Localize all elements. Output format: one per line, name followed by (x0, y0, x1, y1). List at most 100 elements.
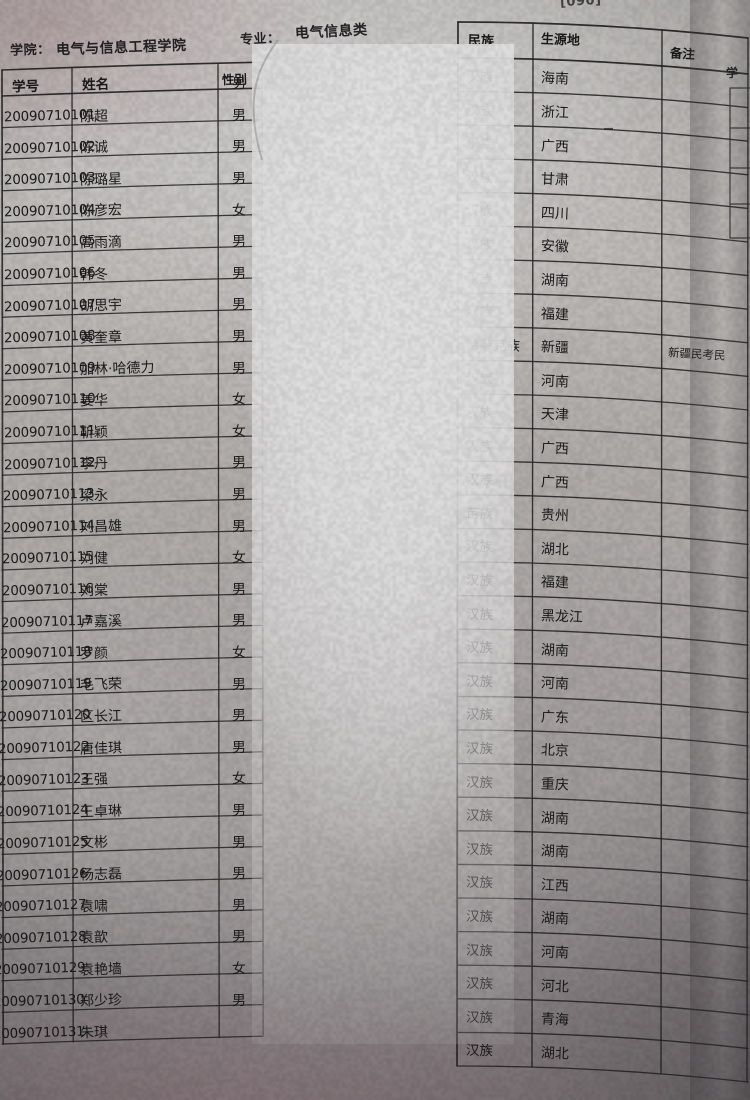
cell-gender: 男 (232, 294, 247, 314)
color-cast-overlay (0, 0, 750, 1100)
cell-gender: 男 (232, 610, 247, 630)
cell-ethnicity: 汉族 (466, 535, 494, 556)
cell-origin: 贵州 (541, 505, 570, 526)
cell-name: 陈超 (80, 105, 109, 126)
cell-name: 唐佳琪 (80, 737, 123, 758)
cell-name: 王卓琳 (80, 800, 123, 821)
cell-name: 陈诚 (80, 137, 109, 158)
cell-name: 黄奎章 (80, 326, 123, 347)
cell-origin: 新疆 (541, 337, 570, 358)
cell-origin: 河北 (541, 975, 570, 996)
cell-gender: 男 (232, 104, 247, 124)
column-header-student-id: 学号 (12, 74, 40, 95)
cell-ethnicity: 汉族 (466, 938, 494, 959)
college-label: 学院： (10, 38, 51, 58)
cell-ethnicity: 汉族 (466, 233, 494, 254)
cell-name: 袁艳墙 (80, 958, 123, 979)
cell-origin: 河南 (541, 673, 570, 694)
cell-ethnicity: 哈萨克族 (466, 333, 521, 355)
cell-gender: 男 (232, 168, 247, 188)
cell-ethnicity: 汉族 (466, 602, 494, 623)
cell-origin: 河南 (541, 941, 570, 962)
column-header-origin: 生源地 (541, 29, 581, 50)
cell-student-id: 20090710124 (0, 803, 89, 821)
cell-origin: 浙江 (541, 101, 570, 122)
cell-name: 刘昌雄 (80, 516, 123, 537)
cell-ethnicity: 汉族 (466, 837, 494, 858)
cell-name: 陈彦宏 (80, 200, 123, 221)
cell-gender: 女 (232, 420, 247, 440)
cell-name: 靳颖 (80, 421, 109, 442)
cell-gender: 男 (232, 863, 247, 883)
cell-ethnicity: 汉族 (466, 1039, 494, 1060)
photo-grain (0, 0, 750, 1100)
cell-student-id: 20090710125 (0, 835, 88, 853)
cell-gender: 女 (232, 768, 247, 788)
cell-gender: 男 (232, 705, 247, 725)
cell-ethnicity: 汉族 (466, 300, 494, 321)
cell-origin: 湖北 (541, 1042, 570, 1063)
cell-name: 陈璐星 (80, 168, 123, 189)
table-rule-lines (0, 0, 750, 1100)
cell-ethnicity: 汉族 (466, 468, 494, 489)
cell-student-id: 20090710126 (0, 866, 88, 884)
cell-origin: 广西 (541, 437, 570, 458)
cell-name: 卢嘉溪 (80, 611, 123, 632)
cell-student-id: 20090710128 (0, 929, 86, 947)
cell-ethnicity: 汉族 (466, 804, 494, 825)
cell-name: 毛飞荣 (80, 674, 123, 695)
cell-name: 朱琪 (80, 1022, 109, 1043)
cell-gender: 女 (232, 547, 247, 567)
cell-ethnicity: 汉族 (466, 98, 494, 119)
cell-name: 郑少珍 (80, 990, 123, 1011)
lens-vignette (0, 0, 750, 1100)
cell-ethnicity: 苗族 (466, 501, 494, 522)
cell-name: 罗颜 (80, 642, 109, 663)
major-label: 专业： (240, 27, 281, 48)
cell-name: 李丹 (80, 453, 109, 474)
cell-name: 姜华 (80, 390, 109, 411)
cell-student-id: 20090710131 (0, 1024, 85, 1042)
cell-ethnicity: 汉族 (466, 569, 494, 590)
cell-ethnicity: 汉族 (466, 770, 494, 791)
cell-name: 梁永 (80, 484, 109, 505)
adjacent-page-text: 学 (725, 64, 738, 82)
cell-gender: 男 (232, 73, 247, 93)
college-value: 电气与信息工程学院 (56, 35, 187, 60)
cell-origin: 黑龙江 (541, 605, 584, 627)
cell-gender: 男 (232, 800, 247, 820)
cell-origin: 天津 (541, 404, 570, 425)
cell-student-id: 20090710120 (0, 708, 91, 726)
cell-ethnicity: 汉族 (466, 737, 494, 758)
cell-origin: 重庆 (541, 773, 570, 794)
column-header-ethnicity: 民族 (468, 30, 495, 50)
cell-remark: 新疆民考民 (668, 345, 726, 364)
cell-origin: 江西 (541, 874, 570, 895)
cell-name: 文彬 (80, 832, 109, 853)
cell-gender: 男 (232, 989, 247, 1009)
cell-student-id: 20090710127 (0, 898, 87, 916)
cell-ethnicity: 汉族 (466, 367, 494, 388)
cell-ethnicity: 汉族 (466, 1005, 494, 1026)
cell-gender: 男 (232, 452, 247, 472)
cell-name: 袁啸 (80, 895, 109, 916)
cell-origin: 甘肃 (541, 169, 570, 190)
class-code-value: [090] (560, 0, 602, 10)
major-value: 电气信息类 (295, 19, 368, 43)
cell-origin: 湖南 (541, 807, 570, 828)
book-gutter-shadow (690, 0, 750, 1100)
cell-name: 高雨滴 (80, 231, 123, 252)
cell-name: 刘棠 (80, 579, 109, 600)
cell-origin: 湖南 (541, 269, 570, 290)
stray-pen-mark (604, 128, 613, 130)
cell-name: 区长江 (80, 705, 123, 726)
cell-name: 韩冬 (80, 263, 109, 284)
cell-ethnicity: 汉族 (466, 871, 494, 892)
cell-gender: 男 (232, 484, 247, 504)
cell-ethnicity: 汉族 (466, 636, 494, 657)
cell-origin: 湖南 (541, 841, 570, 862)
cell-origin: 北京 (541, 740, 570, 761)
cell-ethnicity: 汉族 (466, 703, 494, 724)
cell-student-id: 20090710129 (0, 961, 86, 979)
cell-gender: 男 (232, 136, 247, 156)
